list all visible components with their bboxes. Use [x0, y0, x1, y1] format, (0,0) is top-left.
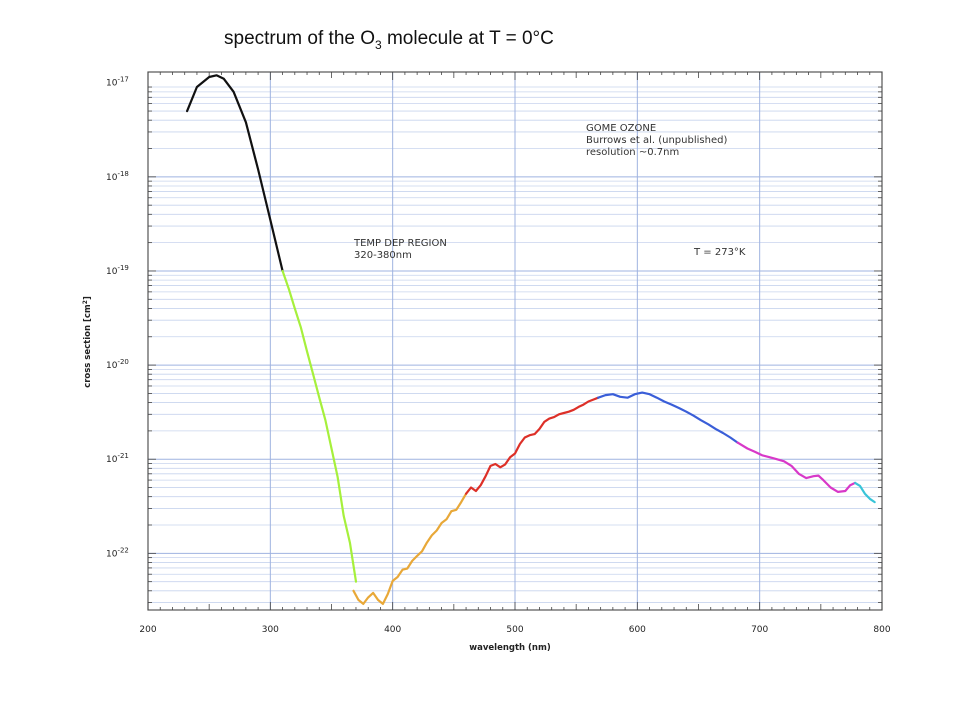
series-line-1 — [186, 74, 284, 273]
slide-title: spectrum of the O3 molecule at T = 0°C — [224, 28, 554, 52]
series-line-4 — [465, 396, 600, 495]
temperature-annotation: T = 273°K — [693, 247, 746, 258]
series-line-5 — [597, 391, 739, 444]
legend-annotation: GOME OZONE Burrows et al. (unpublished) … — [586, 123, 727, 158]
series-line-2 — [281, 269, 358, 583]
title-prefix: spectrum of the O — [224, 28, 376, 49]
title-subscript: 3 — [375, 37, 382, 52]
x-tick-label: 500 — [506, 625, 523, 635]
y-axis-title-sup: 2 — [82, 300, 89, 304]
y-axis-title-main: cross section [cm — [83, 304, 93, 388]
region-annotation: TEMP DEP REGION 320-380nm — [353, 238, 447, 261]
x-axis-title: wavelength (nm) — [469, 643, 551, 653]
region-line-1: TEMP DEP REGION — [353, 238, 447, 249]
y-tick-label: 10-22 — [106, 546, 129, 559]
y-axis-title: cross section [cm2] — [82, 296, 93, 388]
grid — [148, 72, 882, 610]
x-tick-label: 600 — [629, 625, 646, 635]
x-tick-label: 200 — [139, 625, 156, 635]
legend-line-2: Burrows et al. (unpublished) — [586, 135, 727, 146]
legend-line-1: GOME OZONE — [586, 123, 656, 134]
x-tick-label: 400 — [384, 625, 401, 635]
y-tick-label: 10-19 — [106, 264, 129, 277]
axis-ticks: 200 300 400 500 600 700 800 10-17 10-18 10-19 10-2… — [106, 72, 891, 635]
y-tick-label: 10-17 — [106, 76, 129, 89]
y-tick-label: 10-20 — [106, 358, 129, 371]
series-line-6 — [736, 441, 857, 493]
y-tick-label: 10-18 — [106, 170, 129, 183]
y-tick-label: 10-21 — [106, 452, 129, 465]
y-axis-title-end: ] — [83, 296, 93, 300]
x-tick-label: 300 — [262, 625, 279, 635]
title-suffix: molecule at T = 0°C — [381, 28, 554, 49]
series-line-7 — [853, 481, 876, 504]
x-tick-label: 800 — [873, 625, 890, 635]
region-line-2: 320-380nm — [354, 250, 412, 261]
x-tick-label: 700 — [751, 625, 768, 635]
series-layer — [186, 74, 876, 606]
legend-line-3: resolution ~0.7nm — [586, 147, 679, 158]
series-line-3 — [352, 492, 468, 606]
